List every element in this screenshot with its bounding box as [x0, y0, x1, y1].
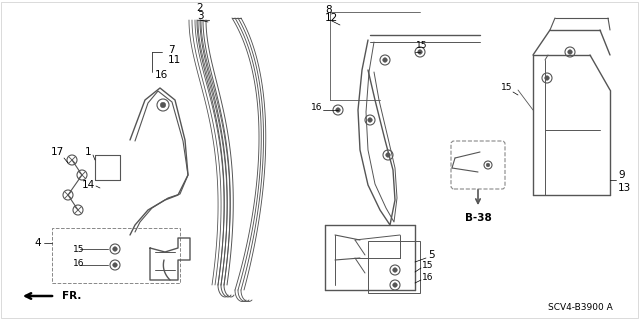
Text: 16: 16 — [155, 70, 168, 80]
Text: 13: 13 — [618, 183, 631, 193]
Circle shape — [418, 50, 422, 54]
Circle shape — [386, 153, 390, 157]
Circle shape — [336, 108, 340, 112]
Text: 8: 8 — [325, 5, 332, 15]
Text: 2: 2 — [196, 3, 204, 13]
Circle shape — [568, 50, 572, 54]
Text: 15: 15 — [422, 261, 433, 270]
Text: 15: 15 — [416, 41, 428, 49]
Text: 15: 15 — [500, 84, 512, 93]
Text: SCV4-B3900 A: SCV4-B3900 A — [548, 302, 612, 311]
Bar — [368, 241, 420, 293]
Circle shape — [393, 268, 397, 272]
Text: 16: 16 — [73, 258, 84, 268]
Text: 16: 16 — [422, 273, 433, 283]
Text: 7: 7 — [168, 45, 175, 55]
Text: 15: 15 — [73, 244, 84, 254]
Text: B-38: B-38 — [465, 213, 492, 223]
Circle shape — [393, 283, 397, 287]
Circle shape — [383, 58, 387, 62]
Text: FR.: FR. — [62, 291, 81, 301]
Text: 1: 1 — [84, 147, 92, 157]
Circle shape — [160, 102, 166, 108]
Circle shape — [368, 118, 372, 122]
Text: 5: 5 — [428, 250, 435, 260]
Text: 9: 9 — [618, 170, 625, 180]
Text: 16: 16 — [310, 103, 322, 113]
Bar — [52, 228, 180, 283]
Circle shape — [113, 263, 117, 267]
Circle shape — [486, 163, 490, 167]
Circle shape — [113, 247, 117, 251]
Text: 3: 3 — [196, 11, 204, 21]
Text: 4: 4 — [35, 238, 42, 248]
Circle shape — [545, 76, 549, 80]
Text: 11: 11 — [168, 55, 181, 65]
Text: 12: 12 — [325, 13, 339, 23]
Text: 17: 17 — [51, 147, 63, 157]
Text: 14: 14 — [81, 180, 95, 190]
